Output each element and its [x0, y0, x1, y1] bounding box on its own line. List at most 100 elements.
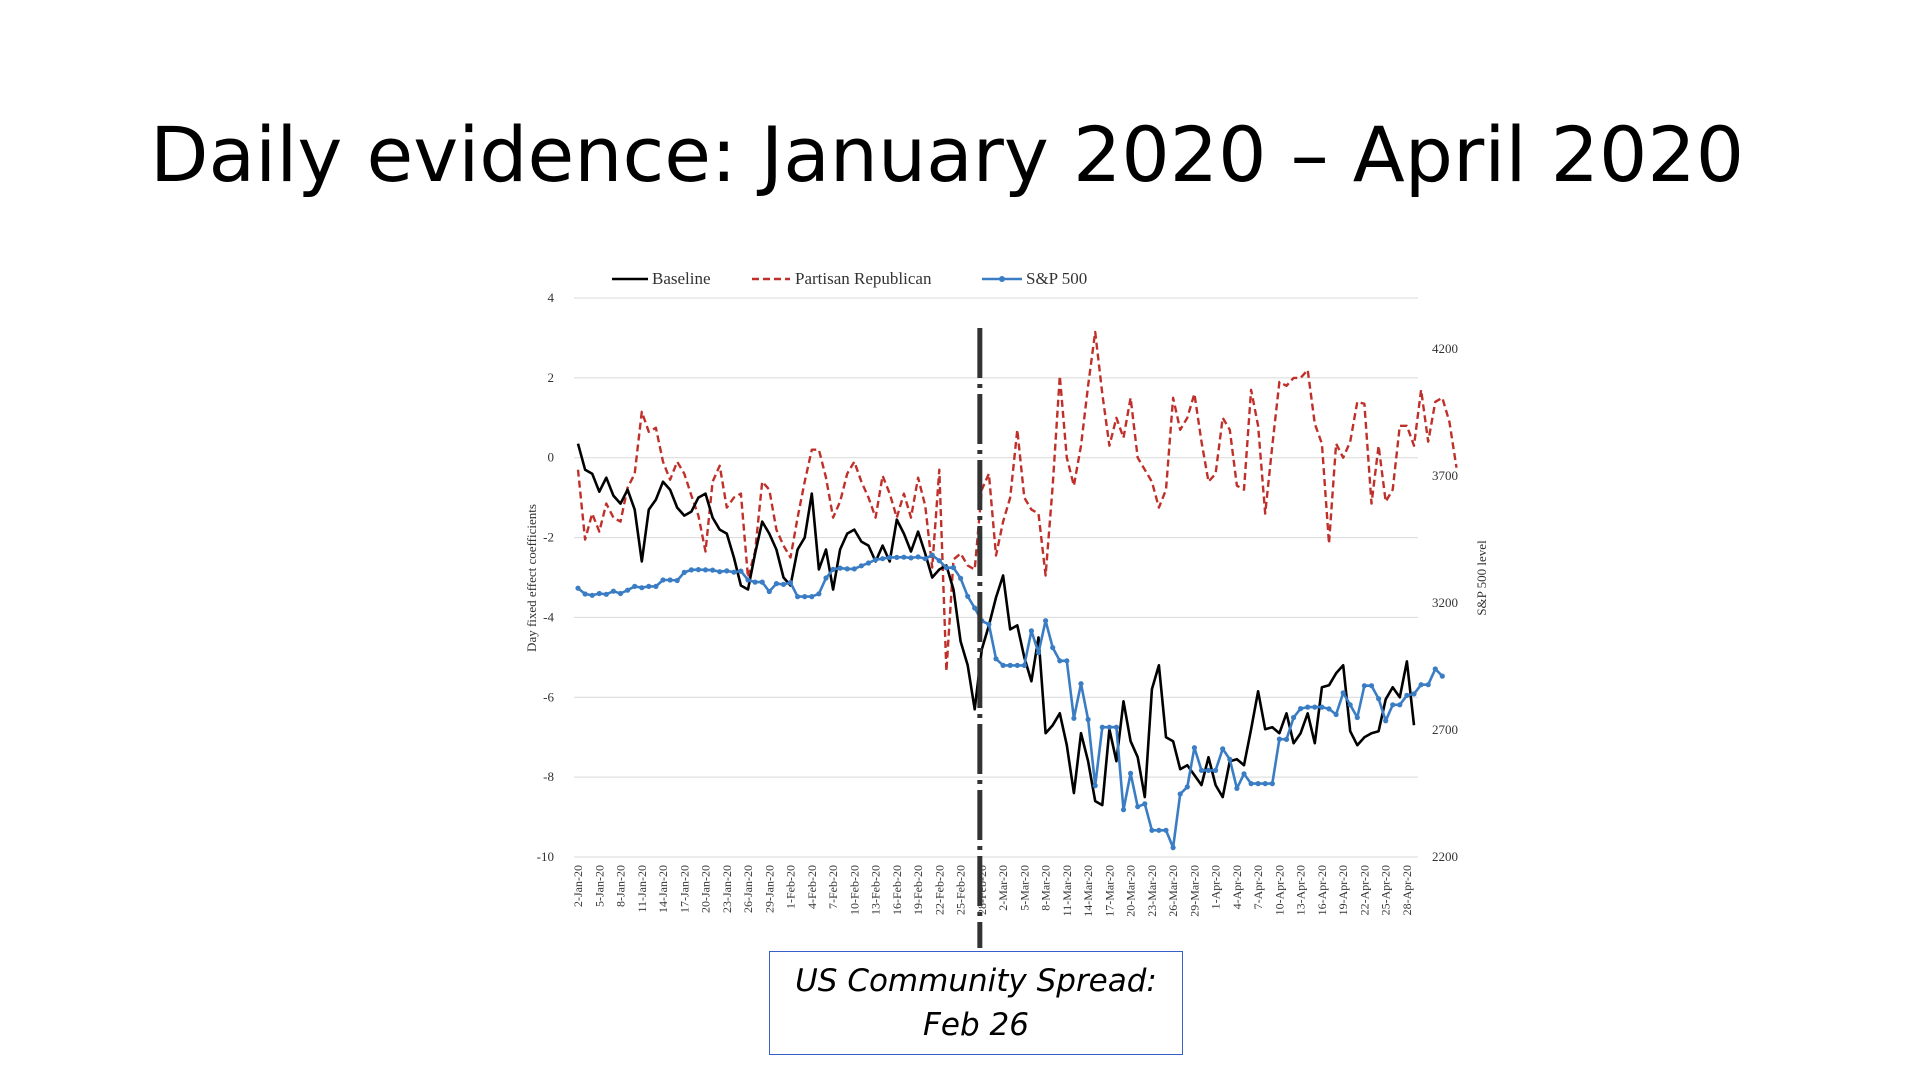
series-lines	[575, 330, 1458, 851]
y-tick-label: -2	[543, 530, 554, 545]
sp500-point	[1050, 645, 1056, 651]
y-tick-label: -10	[537, 849, 554, 864]
x-tick-label: 17-Jan-20	[677, 865, 691, 913]
sp500-point	[802, 594, 808, 600]
x-tick-label: 14-Mar-20	[1081, 865, 1095, 917]
sp500-point	[1120, 807, 1127, 813]
sp500-point	[1404, 692, 1410, 699]
sp500-point	[1135, 804, 1141, 810]
y2-tick-label: 4200	[1432, 341, 1458, 356]
sp500-point	[1361, 683, 1367, 689]
legend-baseline-label: Baseline	[652, 269, 711, 288]
sp500-point	[1283, 736, 1290, 743]
sp500-point	[660, 577, 666, 583]
sp500-point	[653, 583, 659, 590]
sp500-point	[1340, 690, 1346, 696]
y2-tick-label: 2200	[1432, 849, 1458, 864]
y2-tick-label: 3700	[1432, 468, 1458, 483]
x-axis-ticks: 2-Jan-20 5-Jan-20 8-Jan-20 11-Jan-20 14-Jan-…	[571, 865, 1414, 917]
sp500-point	[1298, 706, 1304, 712]
x-tick-label: 25-Apr-20	[1379, 865, 1393, 915]
sp500-point	[1241, 771, 1247, 777]
sp500-point	[1000, 662, 1006, 669]
sp500-point	[1326, 706, 1332, 712]
sp500-point	[873, 557, 879, 563]
sp500-point	[724, 568, 730, 574]
sp500-point	[1333, 711, 1339, 718]
sp500-point	[1411, 691, 1417, 697]
sp500-point	[688, 567, 695, 573]
sp500-point	[1269, 781, 1275, 787]
x-tick-label: 13-Feb-20	[869, 865, 883, 915]
x-tick-label: 23-Mar-20	[1145, 865, 1159, 917]
sp500-point	[1163, 827, 1169, 833]
sp500-point	[1014, 662, 1020, 669]
sp500-point	[1007, 662, 1013, 669]
x-tick-label: 5-Mar-20	[1017, 865, 1031, 911]
sp500-point	[972, 605, 978, 611]
legend-sp500-label: S&P 500	[1026, 269, 1087, 288]
sp500-point	[1028, 628, 1034, 634]
x-tick-label: 29-Jan-20	[762, 865, 776, 913]
gridlines	[574, 297, 1418, 858]
x-tick-label: 19-Feb-20	[911, 865, 925, 915]
sp500-point	[1092, 783, 1098, 789]
sp500-point	[1213, 767, 1219, 774]
callout-line-1: US Community Spread:	[795, 963, 1157, 999]
sp500-point	[816, 591, 822, 597]
sp500-point	[795, 594, 801, 600]
sp500-point	[1291, 714, 1297, 721]
x-tick-label: 19-Apr-20	[1336, 865, 1350, 915]
sp500-point	[1149, 827, 1155, 833]
sp500-point	[674, 577, 680, 584]
y-tick-label: -6	[543, 689, 554, 704]
sp500-point	[1078, 681, 1084, 687]
sp500-point	[1191, 745, 1197, 751]
sp500-point	[717, 569, 723, 575]
sp500-point	[887, 554, 893, 561]
sp500-point	[858, 563, 865, 569]
sp500-point	[1425, 682, 1431, 688]
x-tick-label: 13-Apr-20	[1294, 865, 1308, 915]
x-tick-label: 2-Jan-20	[571, 865, 585, 907]
legend-sp500-marker	[999, 276, 1005, 282]
sp500-point	[1043, 618, 1049, 624]
sp500-point	[936, 558, 942, 564]
x-tick-label: 10-Feb-20	[847, 865, 861, 915]
sp500-point	[702, 567, 709, 573]
x-tick-label: 4-Feb-20	[805, 865, 819, 909]
sp500-point	[695, 567, 702, 573]
x-tick-label: 23-Jan-20	[720, 865, 734, 913]
chart-legend: Baseline Partisan Republican S&P 500	[612, 269, 1087, 288]
sp500-point	[901, 554, 907, 560]
sp500-point	[632, 583, 638, 590]
x-tick-label: 1-Apr-20	[1209, 865, 1223, 909]
community-spread-callout: US Community Spread: Feb 26	[769, 951, 1183, 1055]
x-tick-label: 1-Feb-20	[784, 865, 798, 909]
x-tick-label: 7-Feb-20	[826, 865, 840, 909]
sp500-point	[603, 591, 609, 597]
sp500-point	[1177, 791, 1183, 797]
sp500-point	[865, 560, 872, 566]
sp500-point	[773, 581, 780, 587]
sp500-point	[575, 585, 581, 591]
sp500-point	[1099, 724, 1105, 730]
x-tick-label: 28-Apr-20	[1400, 865, 1414, 915]
x-tick-label: 20-Mar-20	[1124, 865, 1138, 917]
sp500-point	[1347, 702, 1353, 708]
sp500-point	[1064, 658, 1070, 664]
y-tick-label: -4	[543, 609, 554, 624]
sp500-point	[986, 621, 992, 627]
sp500-point	[752, 579, 758, 585]
x-tick-label: 14-Jan-20	[656, 865, 670, 913]
sp500-point	[1319, 704, 1325, 710]
sp500-point	[1368, 683, 1375, 689]
sp500-point	[745, 577, 751, 583]
x-tick-label: 26-Mar-20	[1166, 865, 1180, 917]
sp500-point	[1106, 724, 1112, 730]
x-tick-label: 16-Feb-20	[890, 865, 904, 915]
sp500-point	[1262, 781, 1268, 787]
series-line-s-p-500	[577, 553, 1444, 849]
sp500-point	[1255, 781, 1261, 787]
